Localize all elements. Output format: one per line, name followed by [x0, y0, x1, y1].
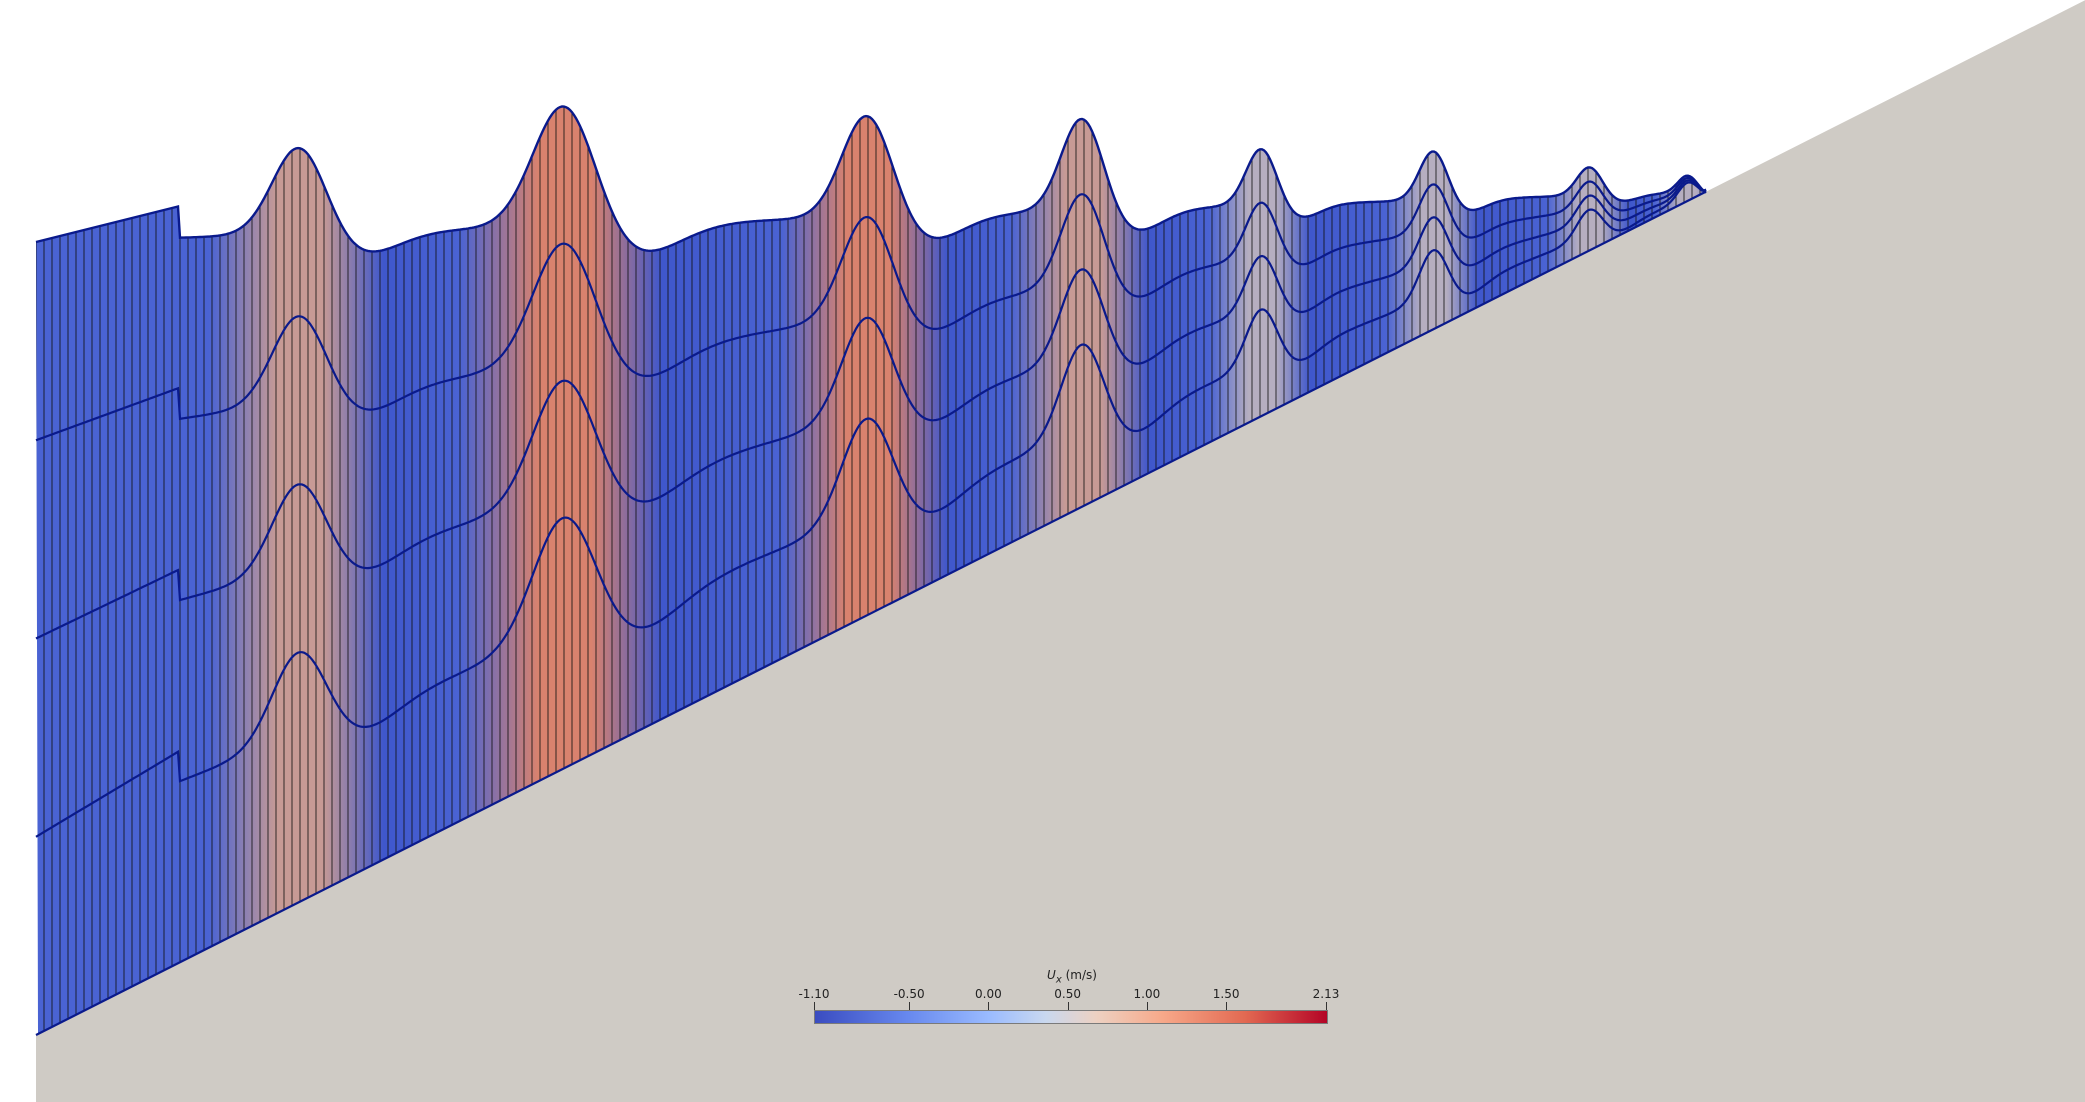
- colorbar-tick: [909, 1002, 911, 1011]
- colorbar-tick: [1146, 1002, 1148, 1011]
- colorbar-tick-label: -0.50: [893, 987, 925, 1001]
- colorbar-tick-labels: -1.10 -0.50 0.00 0.50 1.00 1.50 2.13: [798, 987, 1339, 1001]
- wave-contour-lines: [35, 105, 1707, 1036]
- colorbar-tick-label: 1.00: [1133, 987, 1161, 1001]
- colorbar-tick: [1067, 1002, 1069, 1011]
- colorbar-title: Ux (m/s): [812, 968, 1332, 985]
- colorbar-subscript: x: [1055, 974, 1062, 986]
- color-legend: Ux (m/s) -1.10 -0.50 0.00 0.50 1.00 1.50 2.13: [798, 968, 1339, 1028]
- seabed-line: [35, 190, 1707, 1036]
- colorbar-variable: U: [1047, 968, 1056, 982]
- free-surface-line: [35, 105, 1707, 253]
- colorbar-gradient: [814, 1010, 1328, 1024]
- sloped-seabed: [36, 0, 2085, 1102]
- inner-wave-line: [35, 179, 1707, 640]
- colorbar-unit: (m/s): [1065, 968, 1097, 982]
- colorbar-tick: [1226, 1002, 1228, 1011]
- colorbar-tick-label: 0.00: [975, 987, 1002, 1001]
- colorbar-tick-label: 2.13: [1312, 987, 1340, 1001]
- colorbar-tick: [1326, 1002, 1327, 1011]
- colorbar-tick-label: 1.50: [1212, 987, 1240, 1001]
- inner-wave-line: [35, 176, 1707, 442]
- colorbar-tick: [814, 1002, 815, 1011]
- colorbar-ticks: [814, 1002, 1327, 1012]
- inner-wave-line: [35, 181, 1707, 838]
- colorbar-tick-label: 0.50: [1054, 987, 1081, 1001]
- colorbar-tick-label: -1.10: [798, 987, 830, 1001]
- colorbar-tick: [988, 1002, 990, 1011]
